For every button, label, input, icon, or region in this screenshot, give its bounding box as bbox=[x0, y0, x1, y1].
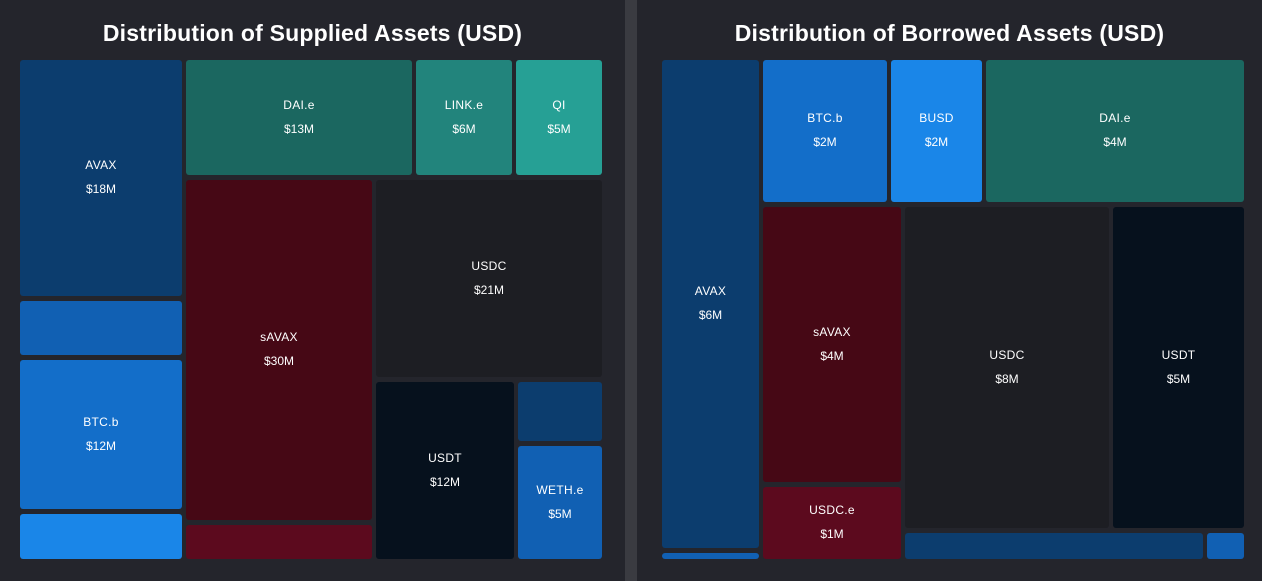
tile-name-label: AVAX bbox=[694, 284, 727, 298]
borrowed-assets-panel: Distribution of Borrowed Assets (USD) AV… bbox=[637, 0, 1262, 581]
tile-value-label: $30M bbox=[263, 354, 295, 368]
borrowed-chart-title: Distribution of Borrowed Assets (USD) bbox=[734, 20, 1165, 46]
supplied-tile-unlabeled-3[interactable] bbox=[20, 514, 182, 559]
supplied-tile-link-e[interactable]: LINK.e $6M bbox=[416, 60, 512, 175]
borrowed-tile-btc-b[interactable]: BTC.b $2M bbox=[763, 60, 887, 202]
tile-name-label: AVAX bbox=[85, 158, 117, 172]
supplied-tile-btc-b[interactable]: BTC.b $12M bbox=[20, 360, 182, 509]
borrowed-tile-usdc[interactable]: USDC $8M bbox=[905, 207, 1109, 528]
borrowed-tile-avax[interactable]: AVAX $6M bbox=[662, 60, 759, 548]
tile-value-label: $13M bbox=[283, 121, 315, 136]
borrowed-tile-busd[interactable]: BUSD $2M bbox=[891, 60, 982, 202]
tile-name-label: sAVAX bbox=[260, 330, 298, 344]
supplied-chart-title: Distribution of Supplied Assets (USD) bbox=[102, 20, 523, 46]
supplied-tile-avax[interactable]: AVAX $18M bbox=[20, 60, 182, 296]
borrowed-tile-unlabeled-1[interactable] bbox=[662, 553, 759, 559]
supplied-tile-usdt[interactable]: USDT $12M bbox=[376, 382, 514, 559]
tile-name-label: DAI.e bbox=[283, 97, 315, 112]
tile-value-label: $18M bbox=[85, 182, 117, 196]
tile-value-label: $5M bbox=[548, 506, 572, 521]
tile-name-label: BTC.b bbox=[83, 414, 119, 429]
tile-name-label: LINK.e bbox=[444, 97, 484, 112]
tile-name-label: USDC bbox=[471, 258, 507, 273]
borrowed-tile-unlabeled-9[interactable] bbox=[905, 533, 1203, 559]
tile-value-label: $8M bbox=[995, 371, 1019, 386]
supplied-tile-savax[interactable]: sAVAX $30M bbox=[186, 180, 372, 520]
borrowed-tile-dai-e[interactable]: DAI.e $4M bbox=[986, 60, 1244, 202]
tile-name-label: USDT bbox=[1161, 347, 1196, 362]
tile-value-label: $1M bbox=[820, 527, 844, 541]
tile-value-label: $4M bbox=[820, 348, 844, 363]
tile-name-label: BUSD bbox=[919, 111, 954, 125]
tile-name-label: BTC.b bbox=[807, 111, 843, 125]
tile-value-label: $6M bbox=[452, 121, 476, 136]
tile-value-label: $21M bbox=[473, 282, 505, 297]
tile-value-label: $5M bbox=[1166, 371, 1191, 386]
tile-value-label: $12M bbox=[429, 474, 461, 489]
borrowed-tile-savax[interactable]: sAVAX $4M bbox=[763, 207, 901, 482]
borrowed-tile-usdc-e[interactable]: USDC.e $1M bbox=[763, 487, 901, 559]
tile-name-label: WETH.e bbox=[536, 482, 584, 497]
supplied-tile-qi[interactable]: QI $5M bbox=[516, 60, 602, 175]
supplied-assets-panel: Distribution of Supplied Assets (USD) AV… bbox=[0, 0, 625, 581]
tile-name-label: USDC.e bbox=[809, 503, 855, 517]
borrowed-tile-usdt[interactable]: USDT $5M bbox=[1113, 207, 1244, 528]
tile-value-label: $4M bbox=[1103, 135, 1127, 149]
tile-name-label: USDT bbox=[428, 450, 462, 465]
supplied-tile-weth-e[interactable]: WETH.e $5M bbox=[518, 446, 602, 559]
tile-name-label: QI bbox=[552, 97, 566, 112]
tile-value-label: $5M bbox=[547, 121, 571, 136]
supplied-tile-unlabeled-11[interactable] bbox=[518, 382, 602, 441]
tile-name-label: sAVAX bbox=[813, 324, 851, 339]
supplied-tile-usdc[interactable]: USDC $21M bbox=[376, 180, 602, 377]
supplied-tile-unlabeled-8[interactable] bbox=[186, 525, 372, 559]
tile-name-label: USDC bbox=[989, 347, 1025, 362]
tile-name-label: DAI.e bbox=[1099, 111, 1131, 125]
tile-value-label: $6M bbox=[698, 308, 723, 322]
tile-value-label: $12M bbox=[85, 438, 117, 453]
borrowed-tile-unlabeled-10[interactable] bbox=[1207, 533, 1244, 559]
supplied-tile-dai-e[interactable]: DAI.e $13M bbox=[186, 60, 412, 175]
supplied-tile-unlabeled-1[interactable] bbox=[20, 301, 182, 355]
tile-value-label: $2M bbox=[924, 135, 949, 149]
tile-value-label: $2M bbox=[813, 135, 837, 149]
